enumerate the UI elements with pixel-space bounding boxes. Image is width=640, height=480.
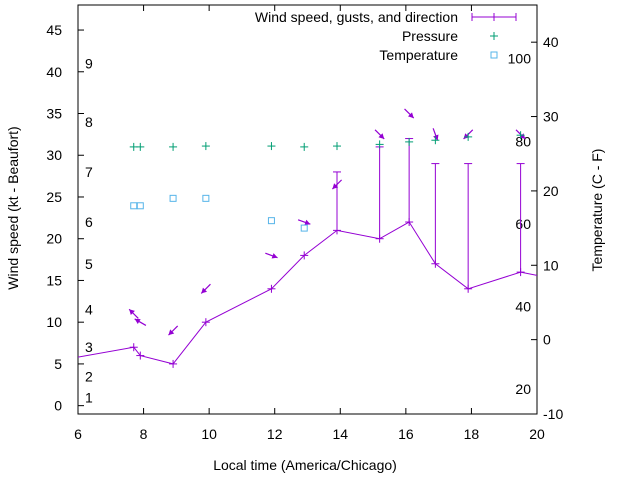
x-tick-label: 6 [74,426,82,442]
wind-direction-arrowhead [378,133,385,139]
beaufort-label: 4 [85,302,93,318]
y-right-tick-label: -10 [543,406,563,422]
series-2 [130,194,308,232]
wind-direction-arrowhead [201,287,208,294]
temperature-point [169,194,177,202]
wind-direction-arrowhead [332,183,339,190]
temperature-point [136,202,144,210]
temperature-point [130,202,138,210]
y-left-tick-label: 20 [46,231,62,247]
wind-direction-arrowhead [168,329,175,336]
y-axis-label-left: Wind speed (kt - Beaufort) [5,126,21,289]
fahrenheit-label: 100 [508,51,532,67]
y-left-tick-label: 25 [46,189,62,205]
y-right-tick-label: 40 [543,34,559,50]
legend-label: Pressure [402,28,458,44]
fahrenheit-label: 80 [515,133,531,149]
temperature-point [202,194,210,202]
wind-direction-arrowhead [407,112,414,119]
x-tick-label: 16 [398,426,414,442]
x-tick-label: 20 [529,426,545,442]
fahrenheit-scale: 20 40 60 80 100 [508,51,532,398]
y-right-tick-label: 0 [543,332,551,348]
beaufort-label: 8 [85,114,93,130]
wind-direction-arrowhead [134,318,141,325]
temperature-point [300,224,308,232]
beaufort-scale: 1 2 3 4 5 6 7 8 9 [85,55,93,405]
y-left-tick-label: 5 [54,356,62,372]
series-1 [129,131,525,151]
fahrenheit-label: 60 [515,216,531,232]
y-axis-label-right: Temperature (C - F) [589,149,605,272]
wind-speed-line [78,221,537,365]
wind-direction-arrowhead [304,219,311,226]
wind-direction-arrowhead [129,309,135,315]
y-right-tick-label: 30 [543,109,559,125]
beaufort-label: 9 [85,55,93,71]
legend-swatch-square [490,51,498,59]
beaufort-label: 5 [85,256,93,272]
y-left-tick-label: 0 [54,398,62,414]
y-left-tick-label: 10 [46,314,62,330]
beaufort-label: 1 [85,389,93,405]
y-right-tick-label: 20 [543,183,559,199]
x-tick-label: 12 [267,426,283,442]
beaufort-label: 7 [85,164,93,180]
legend-label: Temperature [379,47,458,63]
y-left-tick-label: 35 [46,106,62,122]
x-tick-label: 8 [140,426,148,442]
x-tick-label: 18 [464,426,480,442]
beaufort-label: 2 [85,368,93,384]
legend-label: Wind speed, gusts, and direction [255,9,458,25]
y-right-tick-label: 10 [543,257,559,273]
series-0 [78,108,537,368]
y-left-tick-label: 40 [46,64,62,80]
fahrenheit-label: 40 [515,299,531,315]
beaufort-label: 6 [85,214,93,230]
x-tick-label: 14 [332,426,348,442]
x-tick-label: 10 [201,426,217,442]
fahrenheit-label: 20 [515,381,531,397]
y-left-tick-label: 30 [46,147,62,163]
y-left-tick-label: 15 [46,272,62,288]
y-left-tick-label: 45 [46,22,62,38]
legend: Wind speed, gusts, and direction Pressure… [255,9,517,63]
series [78,108,537,368]
wind-direction-arrowhead [271,253,278,259]
x-axis-label: Local time (America/Chicago) [213,457,397,473]
beaufort-label: 3 [85,339,93,355]
axes: 6 8 10 12 14 16 18 20051015202530354045-1001020… [46,4,563,442]
plot-frame [77,4,538,415]
wind-line-group [78,221,537,365]
temperature-point [267,217,275,225]
